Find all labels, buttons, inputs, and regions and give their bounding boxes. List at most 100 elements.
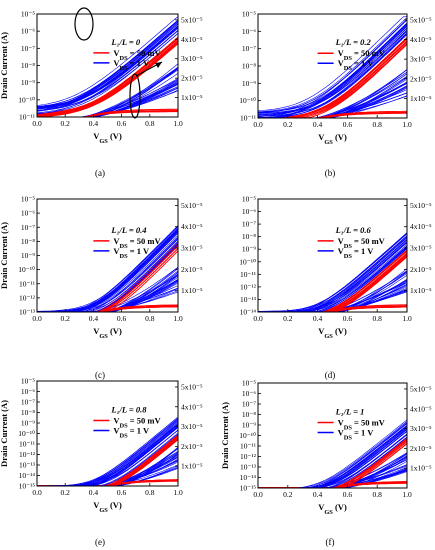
series-vds-1v-linear [37, 280, 178, 312]
x-tick-label: 0.4 [313, 490, 323, 499]
y-right-tick-label: 2x10⁻⁵ [410, 265, 432, 274]
legend-entry: VDS = 1 V [338, 246, 375, 260]
y-left-tick-label: 10⁻⁶ [21, 209, 35, 218]
annotation-ellipse-lower [129, 73, 141, 119]
series-vds-50mv-log [37, 37, 178, 115]
y-left-tick-label: 10⁻¹¹ [19, 113, 35, 122]
series-vds-1v-linear [37, 458, 178, 486]
y-right-tick-label: 4x10⁻⁵ [410, 35, 432, 44]
y-axis-label: Drain Current (A) [0, 32, 9, 99]
series-vds-1v-linear [37, 271, 178, 312]
y-left-tick-label: 10⁻¹⁴ [240, 308, 257, 317]
y-left-tick-label: 10⁻¹³ [240, 463, 257, 472]
panel-label: (f) [326, 537, 335, 547]
y-axis-label: Drain Current (A) [0, 222, 9, 289]
series-vds-1v-linear [37, 280, 178, 312]
panel-label: (c) [95, 370, 105, 380]
series-vds-1v-log [258, 237, 407, 312]
legend-entry: VDS = 50 mV [338, 418, 386, 432]
series-vds-1v-log [37, 25, 178, 107]
ratio-label: L₁/L = 0.8 [110, 405, 147, 415]
series-vds-1v-linear [258, 470, 407, 488]
x-tick-label: 0.4 [89, 488, 99, 497]
series-vds-1v-linear [37, 467, 178, 486]
y-left-tick-label: 10⁻⁷ [21, 223, 35, 232]
x-tick-label: 0.0 [32, 119, 42, 128]
y-right-tick-label: 2x10⁻⁵ [410, 74, 432, 83]
ratio-label: L₁/L = 0 [110, 37, 140, 47]
x-axis-label: VGS (V) [318, 502, 347, 516]
series-vds-1v-log [258, 27, 407, 116]
series-vds-1v-linear [258, 289, 407, 312]
series-vds-1v-log [37, 16, 178, 106]
x-tick-label: 0.8 [373, 120, 383, 129]
series-vds-1v-linear [37, 67, 178, 117]
y-left-tick-label: 10⁻⁹ [21, 251, 35, 260]
legend-entry: VDS = 1 V [338, 428, 375, 442]
ratio-label: L₁/L = 1 [335, 407, 365, 417]
y-left-tick-label: 10⁻¹² [240, 282, 257, 291]
series-vds-50mv-linear [37, 306, 178, 312]
y-left-tick-label: 10⁻⁸ [242, 410, 256, 419]
series-vds-50mv-linear [258, 305, 407, 312]
ratio-label: L₁/L = 0.2 [335, 37, 372, 47]
series-vds-1v-linear [37, 274, 178, 312]
y-left-tick-label: 10⁻¹³ [19, 308, 36, 317]
y-left-tick-label: 10⁻⁸ [21, 237, 35, 246]
chart-panel-c: 0.0 0.2 0.4 0.6 0.8 1.0 10⁻¹³ 10⁻¹² 10⁻¹¹ 10⁻¹⁰ 10… [0, 195, 203, 381]
series-vds-1v-log [37, 30, 178, 113]
y-right-tick-label: 2x10⁻⁵ [181, 442, 203, 451]
series-vds-1v-log [258, 23, 407, 118]
chart-panel-f: 0.0 0.2 0.4 0.6 0.8 1.010⁻¹⁵10⁻¹⁴10⁻¹³10⁻¹²10… [220, 379, 432, 548]
legend-entry: VDS = 50 mV [113, 416, 161, 430]
y-right-tick-label: 4x10⁻⁵ [181, 222, 203, 231]
y-left-tick-label: 10⁻⁸ [242, 232, 256, 241]
x-tick-label: 1.0 [173, 314, 183, 323]
y-right-tick-label: 5x10⁻⁵ [181, 382, 203, 391]
x-tick-label: 0.8 [145, 119, 155, 128]
series-vds-1v-log [258, 32, 407, 117]
series-vds-1v-linear [258, 286, 407, 312]
y-right-tick-label: 2x10⁻⁵ [410, 444, 432, 453]
legend-entry: VDS = 50 mV [113, 236, 161, 250]
chart-panel-b: 0.0 0.2 0.4 0.6 0.8 1.0 10⁻¹¹ 10⁻¹⁰ 10⁻⁹ 10⁻⁸ 10⁻⁷… [239, 10, 432, 179]
y-left-tick-label: 10⁻¹¹ [240, 114, 256, 123]
y-left-tick-label: 10⁻⁵ [242, 379, 256, 388]
y-left-tick-label: 10⁻⁹ [21, 78, 35, 87]
x-axis-label: VGS (V) [318, 132, 347, 146]
x-tick-label: 0.2 [61, 119, 71, 128]
y-left-tick-label: 10⁻¹² [240, 452, 257, 461]
series-vds-1v-log [37, 33, 178, 110]
legend-entry: VDS = 1 V [338, 58, 375, 72]
series-vds-50mv-linear [37, 109, 178, 117]
series-vds-1v-linear [37, 457, 178, 486]
y-right-tick-label: 5x10⁻⁵ [410, 15, 432, 24]
series-vds-1v-linear [37, 66, 178, 117]
series-vds-1v-linear [37, 466, 178, 486]
series-vds-1v-linear [37, 78, 178, 117]
curve-group [37, 16, 178, 117]
y-left-tick-label: 10⁻¹⁵ [19, 482, 36, 491]
x-tick-label: 0.0 [253, 314, 263, 323]
plot-frame [257, 382, 408, 489]
y-left-tick-label: 10⁻⁷ [21, 44, 35, 53]
x-tick-label: 0.4 [89, 119, 99, 128]
curve-group [37, 416, 178, 486]
y-left-tick-label: 10⁻¹⁵ [240, 484, 257, 493]
series-vds-1v-linear [37, 275, 178, 312]
series-vds-1v-log [258, 18, 407, 114]
series-vds-50mv-linear [258, 482, 407, 488]
chart-panel-d: 0.0 0.2 0.4 0.6 0.8 1.0 10⁻¹⁴ 10⁻¹³ 10⁻¹² 10⁻¹¹ 10… [239, 195, 432, 381]
x-tick-label: 0.2 [61, 488, 71, 497]
y-left-tick-label: 10⁻¹² [19, 450, 36, 459]
panel-label: (e) [95, 537, 105, 547]
series-vds-1v-linear [258, 82, 407, 118]
series-vds-50mv-linear [37, 479, 178, 486]
series-vds-1v-log [258, 19, 407, 113]
series-vds-1v-linear [37, 279, 178, 312]
y-left-tick-label: 10⁻⁵ [21, 195, 35, 204]
x-tick-label: 0.6 [117, 119, 127, 128]
x-tick-label: 0.4 [89, 314, 99, 323]
y-left-tick-label: 10⁻⁹ [242, 421, 256, 430]
